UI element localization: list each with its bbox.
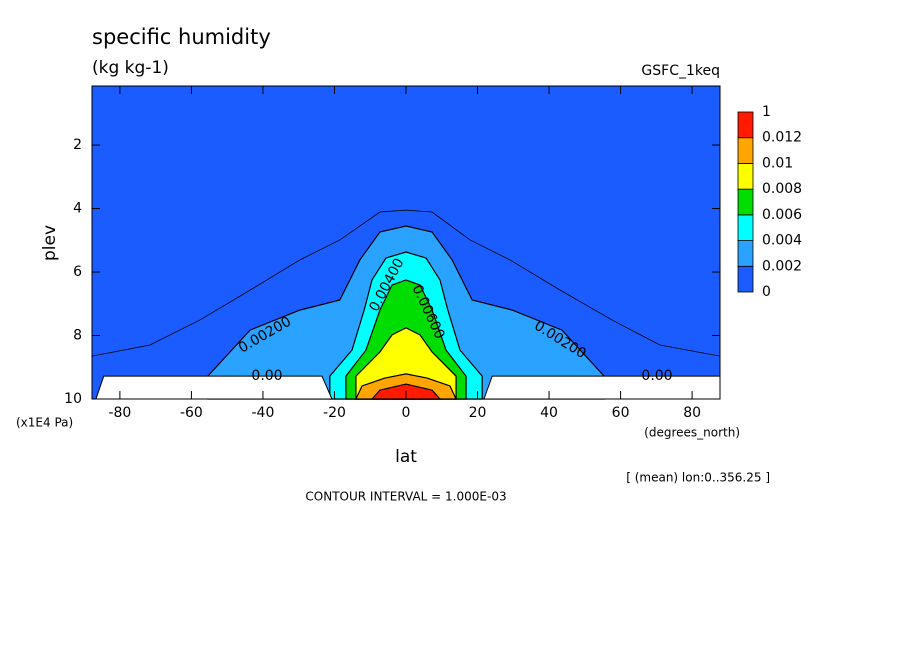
units: (kg kg-1) <box>92 58 169 78</box>
colorbar-box <box>737 137 754 164</box>
y-tick-label: 8 <box>73 328 82 344</box>
colorbar-label: 0.006 <box>762 207 802 223</box>
y-label: plev <box>40 225 60 261</box>
x-tick-label: -20 <box>323 405 346 421</box>
colorbar-label: 0.012 <box>762 130 802 146</box>
dataset: GSFC_1keq <box>641 63 720 79</box>
missing-mask <box>95 375 333 400</box>
colorbar-label: 0.01 <box>762 155 793 171</box>
x-tick-label: 20 <box>469 405 487 421</box>
contour-label: 0.00 <box>251 368 282 384</box>
chart-title: specific humidity <box>92 25 271 49</box>
missing-mask <box>483 375 721 400</box>
colorbar-label: 0 <box>762 284 771 300</box>
x-tick-label: -80 <box>108 405 131 421</box>
colorbar-label: 1 <box>762 104 771 120</box>
x-tick-label: 0 <box>402 405 411 421</box>
y-tick-label: 10 <box>64 391 82 407</box>
x-tick-label: 60 <box>612 405 630 421</box>
y-tick-label: 6 <box>73 264 82 280</box>
y-units: (x1E4 Pa) <box>16 416 73 430</box>
contour-label: 0.00 <box>641 368 672 384</box>
x-tick-label: -40 <box>252 405 275 421</box>
colorbar-label: 0.008 <box>762 181 802 197</box>
colorbar-box <box>737 265 754 293</box>
x-label: lat <box>395 447 417 467</box>
footnote: [ (mean) lon:0..356.25 ] <box>626 471 770 485</box>
colorbar-box <box>737 240 754 267</box>
x-tick-label: 40 <box>540 405 558 421</box>
x-units: (degrees_north) <box>644 426 740 440</box>
colorbar-box <box>737 214 754 241</box>
colorbar-box <box>737 188 754 216</box>
colorbar-label: 0.002 <box>762 258 802 274</box>
colorbar-label: 0.004 <box>762 233 802 249</box>
y-tick-label: 2 <box>73 137 82 153</box>
contour-interval: CONTOUR INTERVAL = 1.000E-03 <box>305 490 506 504</box>
x-tick-label: 80 <box>683 405 701 421</box>
contour-line <box>91 209 721 357</box>
x-tick-label: -60 <box>180 405 203 421</box>
colorbar-box <box>737 111 754 139</box>
colorbar-box <box>737 163 754 190</box>
y-tick-label: 4 <box>73 201 82 217</box>
